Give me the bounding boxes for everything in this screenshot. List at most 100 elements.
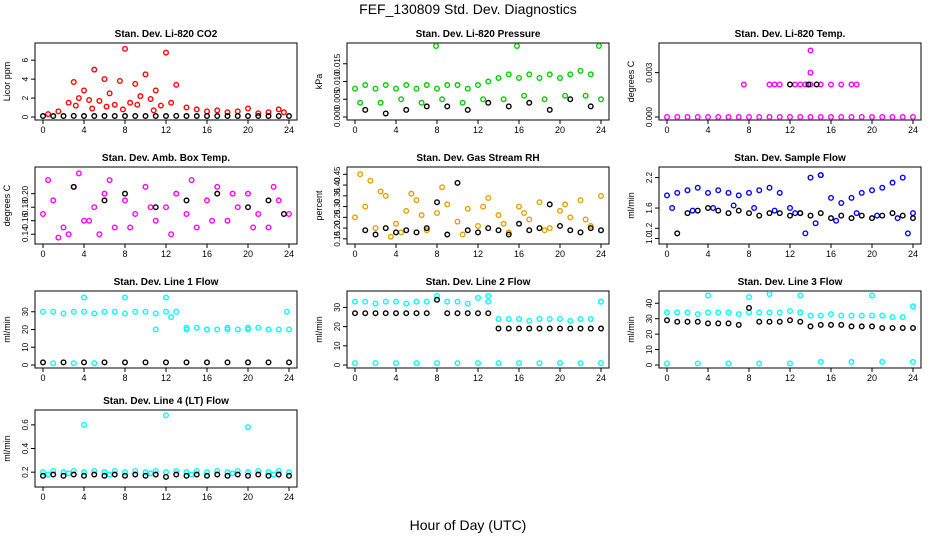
data-point-green — [454, 82, 461, 89]
data-point-cyan — [715, 309, 722, 316]
x-tick-label: 12 — [473, 373, 483, 383]
data-point-magenta — [60, 224, 67, 231]
data-point-cyan — [464, 300, 471, 307]
data-point-red — [119, 106, 126, 113]
data-point-blue — [910, 210, 917, 217]
data-point-black — [193, 471, 200, 478]
x-tick-label: 4 — [705, 373, 710, 383]
x-tick-label: 0 — [40, 125, 45, 135]
data-point-cyan — [797, 292, 804, 299]
data-point-red — [91, 66, 98, 73]
data-point-magenta — [55, 234, 62, 241]
data-point-magenta — [255, 210, 262, 217]
data-point-blue — [807, 174, 814, 181]
data-point-cyan — [193, 324, 200, 331]
data-point-green — [418, 99, 425, 106]
y-axis-label: ml/min — [314, 316, 324, 343]
data-point-orange — [377, 188, 384, 195]
data-point-black — [413, 310, 420, 317]
data-point-black — [60, 472, 67, 479]
data-point-magenta — [209, 217, 216, 224]
data-point-black — [838, 321, 845, 328]
data-point-black — [899, 212, 906, 219]
data-point-green — [382, 82, 389, 89]
data-point-black — [80, 113, 87, 120]
data-point-cyan — [91, 360, 98, 367]
data-point-magenta — [771, 81, 778, 88]
y-tick-label: 0.20 — [333, 220, 342, 236]
x-tick-label: 24 — [596, 249, 606, 259]
data-point-cyan — [265, 326, 272, 333]
data-point-black — [362, 310, 369, 317]
data-point-black — [910, 215, 917, 222]
y-tick-label: 0.40 — [333, 177, 342, 193]
chart-panel-4: Stan. Dev. Amb. Box Temp. degrees C 0 4 8 12 1… — [2, 153, 298, 259]
data-point-magenta — [127, 224, 134, 231]
data-point-black — [382, 310, 389, 317]
data-point-black — [362, 106, 369, 113]
data-point-black — [889, 210, 896, 217]
x-tick-label: 4 — [393, 373, 398, 383]
data-point-cyan — [475, 360, 482, 367]
data-point-green — [362, 82, 369, 89]
data-point-cyan — [879, 312, 886, 319]
data-point-cyan — [80, 308, 87, 315]
data-point-black — [101, 113, 108, 120]
data-point-green — [432, 43, 439, 50]
data-point-black — [598, 227, 605, 234]
x-tick-label: 4 — [705, 125, 710, 135]
y-tick-label: 20 — [333, 322, 342, 331]
data-point-black — [807, 323, 814, 330]
data-point-orange — [387, 233, 394, 240]
data-point-red — [116, 78, 123, 85]
data-point-black — [766, 210, 773, 217]
data-point-blue — [869, 187, 876, 194]
data-point-cyan — [828, 311, 835, 318]
data-point-black — [173, 112, 180, 119]
panel-title: Stan. Dev. Gas Stream RH — [416, 153, 539, 164]
data-point-magenta — [86, 217, 93, 224]
data-point-cyan — [869, 292, 876, 299]
x-tick-label: 4 — [393, 249, 398, 259]
data-point-magenta — [853, 81, 860, 88]
data-point-red — [152, 87, 159, 94]
y-tick-label: 20 — [645, 329, 654, 338]
data-point-green — [582, 92, 589, 99]
data-point-cyan — [546, 315, 553, 322]
data-point-red — [75, 95, 82, 102]
data-point-black — [434, 199, 441, 206]
data-point-red — [137, 93, 144, 100]
data-point-black — [674, 230, 681, 237]
data-point-blue — [848, 194, 855, 201]
data-point-cyan — [80, 421, 87, 428]
data-point-blue — [776, 189, 783, 196]
data-point-black — [183, 197, 190, 204]
data-point-orange — [500, 220, 507, 227]
data-point-orange — [434, 210, 441, 217]
data-point-cyan — [162, 308, 169, 315]
figure-x-axis-label: Hour of Day (UTC) — [409, 517, 527, 533]
x-tick-label: 12 — [161, 249, 171, 259]
data-point-orange — [562, 201, 569, 208]
data-point-green — [516, 74, 523, 81]
data-point-orange — [495, 212, 502, 219]
data-point-cyan — [244, 424, 251, 431]
data-point-green — [505, 71, 512, 78]
data-point-magenta — [91, 204, 98, 211]
x-tick-label: 4 — [705, 249, 710, 259]
data-point-green — [352, 85, 359, 92]
x-tick-label: 24 — [284, 249, 294, 259]
data-point-orange — [546, 225, 553, 232]
data-point-black — [546, 201, 553, 208]
x-tick-label: 0 — [40, 373, 45, 383]
data-point-black — [132, 113, 139, 120]
data-point-black — [797, 210, 804, 217]
data-point-magenta — [275, 197, 282, 204]
y-tick-label: 0.16 — [21, 212, 30, 228]
data-point-green — [357, 99, 364, 106]
x-tick-label: 16 — [202, 125, 212, 135]
data-point-black — [162, 113, 169, 120]
data-point-black — [475, 229, 482, 236]
data-point-red — [134, 101, 141, 108]
